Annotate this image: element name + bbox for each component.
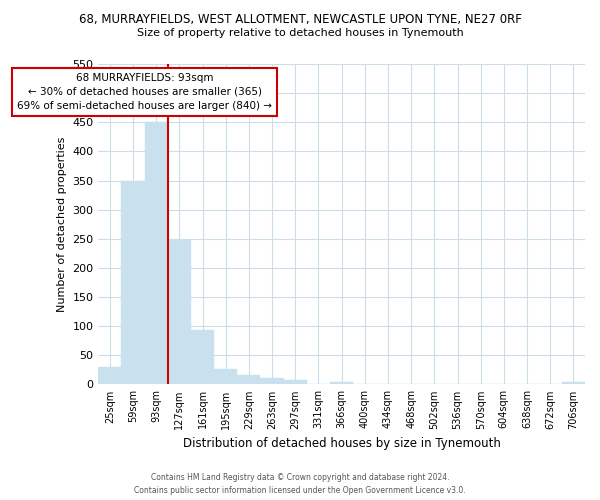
Bar [98, 367, 121, 384]
Text: 68 MURRAYFIELDS: 93sqm
← 30% of detached houses are smaller (365)
69% of semi-de: 68 MURRAYFIELDS: 93sqm ← 30% of detached… [17, 72, 272, 110]
Bar [168, 240, 191, 384]
Bar [191, 330, 214, 384]
Bar [121, 180, 145, 384]
Bar [330, 382, 353, 384]
Y-axis label: Number of detached properties: Number of detached properties [56, 136, 67, 312]
Bar [562, 382, 585, 384]
Text: 68, MURRAYFIELDS, WEST ALLOTMENT, NEWCASTLE UPON TYNE, NE27 0RF: 68, MURRAYFIELDS, WEST ALLOTMENT, NEWCAS… [79, 12, 521, 26]
X-axis label: Distribution of detached houses by size in Tynemouth: Distribution of detached houses by size … [182, 437, 500, 450]
Text: Contains HM Land Registry data © Crown copyright and database right 2024.
Contai: Contains HM Land Registry data © Crown c… [134, 474, 466, 495]
Bar [284, 380, 307, 384]
Bar [214, 368, 237, 384]
Bar [145, 122, 168, 384]
Bar [260, 378, 284, 384]
Bar [237, 375, 260, 384]
Text: Size of property relative to detached houses in Tynemouth: Size of property relative to detached ho… [137, 28, 463, 38]
